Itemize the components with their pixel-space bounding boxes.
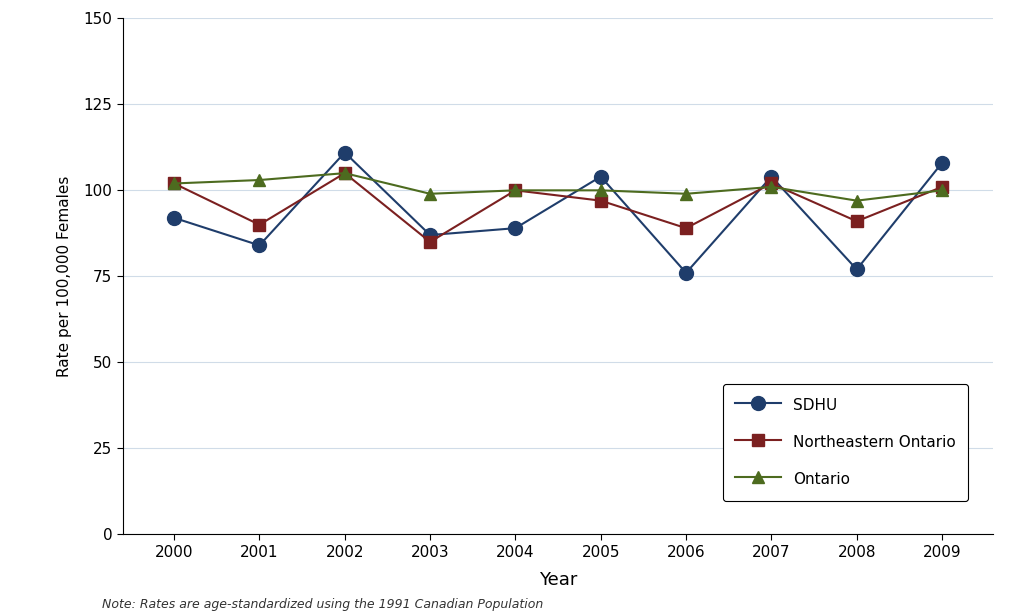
Ontario bbox=[765, 183, 777, 190]
Ontario bbox=[851, 197, 863, 204]
Ontario bbox=[424, 190, 436, 198]
SDHU bbox=[851, 266, 863, 273]
Northeastern Ontario bbox=[509, 187, 521, 194]
SDHU bbox=[424, 231, 436, 239]
Line: SDHU: SDHU bbox=[167, 146, 949, 280]
Ontario bbox=[168, 180, 180, 187]
SDHU bbox=[595, 173, 607, 181]
Northeastern Ontario bbox=[168, 180, 180, 187]
SDHU bbox=[168, 214, 180, 222]
Northeastern Ontario bbox=[680, 225, 692, 232]
SDHU bbox=[339, 149, 351, 156]
Northeastern Ontario bbox=[339, 169, 351, 177]
SDHU bbox=[253, 242, 265, 249]
Northeastern Ontario bbox=[424, 238, 436, 246]
Line: Ontario: Ontario bbox=[168, 167, 948, 207]
Northeastern Ontario bbox=[765, 180, 777, 187]
Ontario bbox=[339, 169, 351, 177]
SDHU bbox=[509, 225, 521, 232]
Text: Note: Rates are age-standardized using the 1991 Canadian Population: Note: Rates are age-standardized using t… bbox=[102, 598, 544, 611]
Ontario bbox=[253, 176, 265, 184]
X-axis label: Year: Year bbox=[539, 570, 578, 589]
Northeastern Ontario bbox=[595, 197, 607, 204]
Northeastern Ontario bbox=[851, 217, 863, 225]
Line: Northeastern Ontario: Northeastern Ontario bbox=[169, 168, 947, 247]
Ontario bbox=[680, 190, 692, 198]
SDHU bbox=[936, 159, 948, 166]
Y-axis label: Rate per 100,000 Females: Rate per 100,000 Females bbox=[57, 176, 73, 377]
Ontario bbox=[936, 187, 948, 194]
Legend: SDHU, Northeastern Ontario, Ontario: SDHU, Northeastern Ontario, Ontario bbox=[723, 384, 969, 501]
Ontario bbox=[509, 187, 521, 194]
Northeastern Ontario bbox=[936, 183, 948, 190]
SDHU bbox=[680, 269, 692, 276]
SDHU bbox=[765, 173, 777, 181]
Ontario bbox=[595, 187, 607, 194]
Northeastern Ontario bbox=[253, 221, 265, 228]
